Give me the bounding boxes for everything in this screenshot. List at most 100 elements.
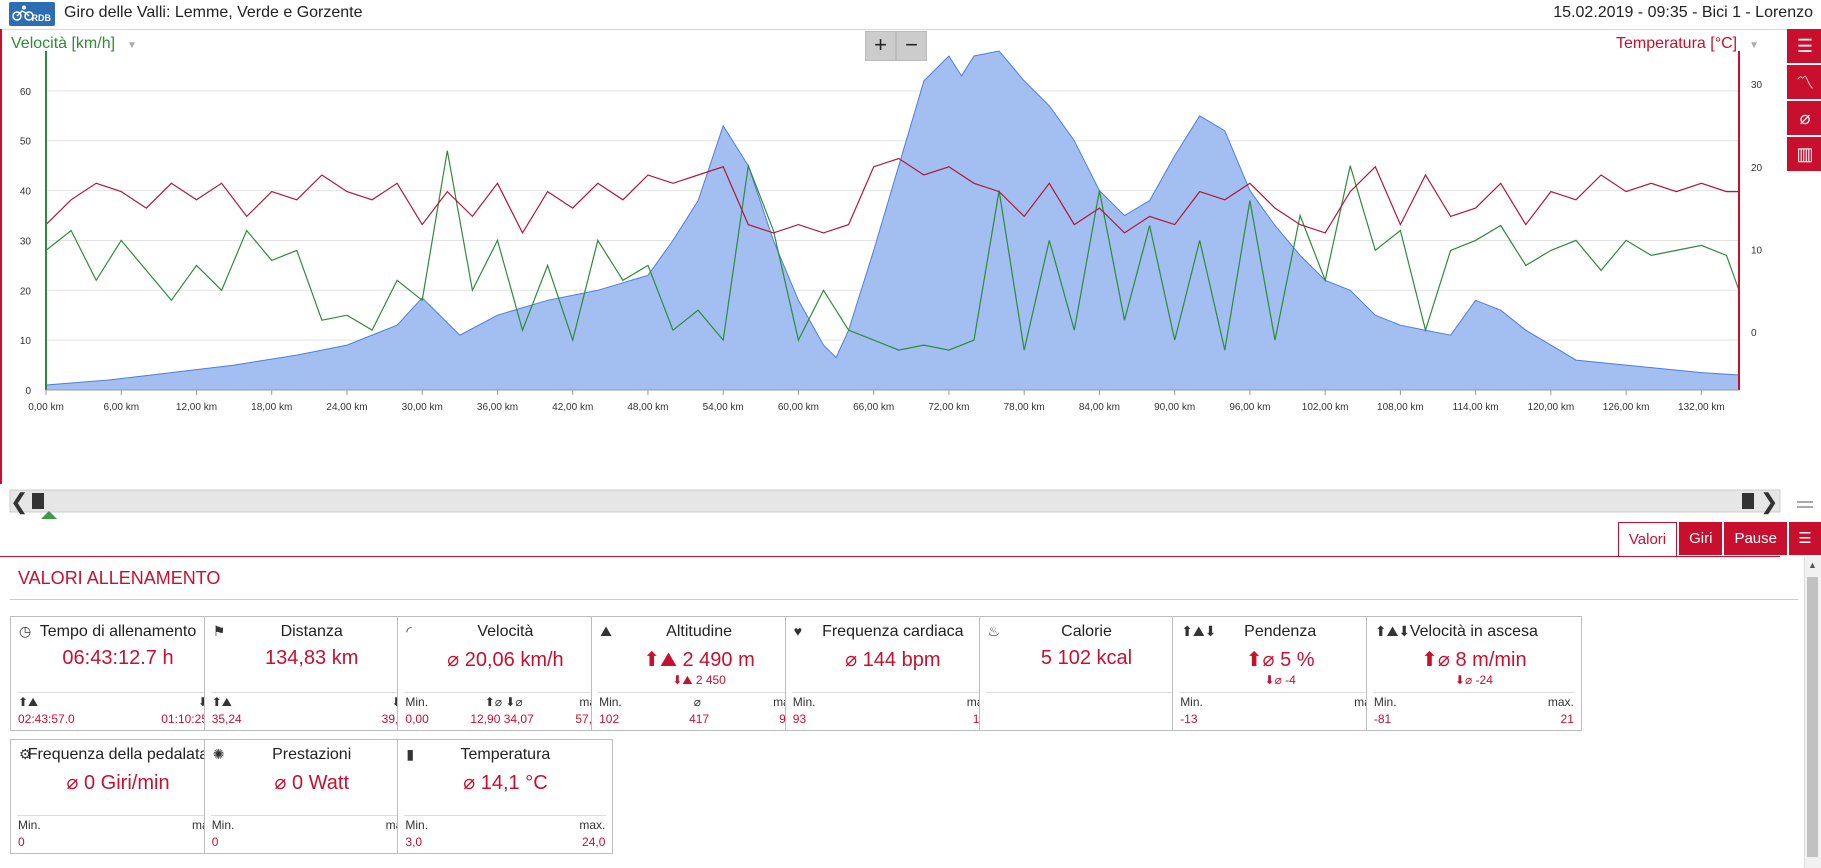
stat-value: -13 [1180, 712, 1198, 726]
climb-speed-icon: ⬆⛰⬇ [1374, 623, 1411, 639]
card-sub-value: ⬇⌀ -24 [1454, 673, 1493, 687]
stat-header: Min. [792, 695, 816, 709]
stat-header: ⬆⛰ [211, 695, 232, 709]
card-divider [598, 692, 801, 693]
card-title: Frequenza cardiaca [822, 623, 964, 640]
right-axis-label: Temperatura [°C] [1615, 35, 1738, 52]
title-bar: RDB Giro delle Valli: Lemme, Verde e Gor… [0, 0, 1821, 30]
x-tick-label: 30,00 km [402, 402, 443, 413]
card-value: 06:43:12.7 h [62, 647, 174, 669]
stat-card-frequenza-cardiaca[interactable]: ♥ Frequenza cardiaca ⌀ 144 bpm Min.max. 9317… [784, 616, 1001, 731]
card-stat-headers: Min.max. [1374, 695, 1574, 709]
tab-giri[interactable]: Giri [1679, 522, 1723, 555]
card-title: Pendenza [1244, 623, 1317, 640]
vertical-scrollbar[interactable]: ▲ [1804, 557, 1821, 868]
card-value: ⬆⌀ 5 % [1245, 649, 1315, 671]
stat-value: 3,0 [405, 835, 423, 849]
bar-chart-icon[interactable]: ▥ [1787, 137, 1821, 171]
range-start-handle[interactable] [32, 493, 44, 509]
card-divider [210, 815, 413, 816]
list-icon[interactable]: ☰ [1787, 29, 1821, 63]
stat-card-prestazioni[interactable]: ✺ Prestazioni ⌀ 0 Watt Min.max. 00 [203, 739, 420, 854]
card-stat-values: -1315 [1180, 712, 1380, 726]
right-tick-label: 10 [1751, 245, 1763, 256]
x-tick-label: 48,00 km [627, 402, 668, 413]
line-chart-icon[interactable]: 〽 [1787, 65, 1821, 99]
card-stat-headers: ⬆⛰⬇⛰ [212, 695, 412, 710]
x-tick-label: 120,00 km [1528, 402, 1575, 413]
average-icon[interactable]: ⌀ [1787, 101, 1821, 135]
card-value: ⌀ 0 Giri/min [66, 772, 170, 794]
card-stat-headers: Min.max. [1180, 695, 1380, 709]
left-tick-label: 30 [20, 236, 32, 247]
section-title: VALORI ALLENAMENTO [18, 568, 221, 588]
x-tick-label: 12,00 km [176, 402, 217, 413]
menu-list-icon[interactable]: ☰ [1789, 522, 1821, 555]
training-chart[interactable]: 0 10 20 30 40 50 60 0 10 20 30 0,00 km 6,00 km 12,00 … [2, 29, 1782, 484]
stat-value: 02:43:57.0 [18, 712, 75, 726]
stat-card-pendenza[interactable]: ⬆⛰⬇ Pendenza ⬆⌀ 5 % ⬇⌀ -4 Min.max. -1315 [1172, 616, 1389, 731]
x-tick-label: 114,00 km [1453, 402, 1499, 413]
card-stat-headers: Min.max. [793, 695, 993, 709]
card-title: Frequenza della pedalata [27, 746, 209, 763]
left-axis-selector[interactable]: Velocità [km/h] ▼ [11, 35, 137, 53]
card-title: Velocità in ascesa [1409, 623, 1538, 640]
range-end-handle[interactable] [1742, 493, 1754, 509]
x-tick-label: 18,00 km [251, 402, 292, 413]
card-stat-headers: Min.max. [212, 818, 412, 832]
scroll-up-icon[interactable]: ▲ [1808, 560, 1817, 570]
x-tick-label: 90,00 km [1154, 402, 1195, 413]
card-sub-value: ⬇⌀ -4 [1264, 673, 1296, 687]
card-title: Velocità [477, 623, 534, 640]
x-tick-label: 42,00 km [552, 402, 593, 413]
x-tick-label: 24,00 km [326, 402, 367, 413]
zoom-out-button[interactable]: − [896, 31, 927, 61]
stat-card-calorie[interactable]: ♨ Calorie 5 102 kcal [978, 616, 1195, 731]
zoom-in-button[interactable]: + [865, 31, 896, 61]
series-line-speed [45, 150, 1740, 351]
cadence-icon: ⚙ [19, 746, 32, 762]
speedometer-icon: ◜ [406, 623, 412, 639]
card-divider [1372, 692, 1575, 693]
left-tick-label: 60 [20, 87, 32, 98]
series-area-altitude [45, 50, 1740, 391]
stat-value: 12,90 34,07 [470, 712, 534, 726]
left-tick-label: 40 [20, 187, 32, 198]
scrollbar-thumb[interactable] [1807, 577, 1818, 857]
right-tick-label: 30 [1751, 80, 1763, 91]
tab-valori[interactable]: Valori [1617, 522, 1678, 557]
x-tick-label: 6,00 km [103, 402, 139, 413]
card-divider [210, 692, 413, 693]
stat-value: 35,24 [211, 712, 242, 726]
right-axis-selector[interactable]: Temperatura [°C] ▼ [1616, 35, 1759, 53]
stat-card-altitudine[interactable]: ⛰Altitudine⬆⛰ 2 490 m⬇⛰ 2 450Min.⌀max.10… [591, 616, 808, 731]
heart-icon: ♥ [793, 623, 803, 639]
chart-scroller[interactable]: ❮ ❯ [0, 485, 1821, 519]
stat-card-tempo-di-allenamento[interactable]: ◷ Tempo di allenamento 06:43:12.7 h ⬆⛰⬇⛰ 02:… [10, 616, 226, 731]
chart-side-toolbar: ☰ 〽 ⌀ ▥ [1787, 29, 1821, 173]
drag-handle-icon[interactable] [1797, 501, 1813, 503]
clock-icon: ◷ [19, 623, 32, 639]
power-icon: ✺ [212, 746, 225, 762]
scroll-left-icon[interactable]: ❮ [10, 489, 28, 515]
stat-value: 102 [599, 712, 620, 726]
card-value: ⬆⌀ 8 m/min [1421, 649, 1527, 671]
stat-card-distanza[interactable]: ⚑ Distanza 134,83 km ⬆⛰⬇⛰ 35,2439,99 [203, 616, 420, 731]
tab-pause[interactable]: Pause [1724, 522, 1787, 555]
x-tick-label: 108,00 km [1377, 402, 1424, 413]
stat-header: Min. [405, 695, 429, 709]
card-stat-headers: Min.max. [18, 818, 218, 832]
stat-card-velocit-in-ascesa[interactable]: ⬆⛰⬇ Velocità in ascesa ⬆⌀ 8 m/min ⬇⌀ -24 Min… [1365, 616, 1582, 731]
tab-divider [0, 556, 1780, 557]
scroll-right-icon[interactable]: ❯ [1760, 489, 1778, 515]
stat-card-temperatura[interactable]: ▮ Temperatura ⌀ 14,1 °C Min. max. 3,0 24,0 [397, 739, 614, 854]
card-title: Distanza [280, 623, 343, 640]
signpost-icon: ⚑ [212, 623, 226, 639]
series-line-temperature [45, 157, 1739, 235]
stat-value: 417 [689, 712, 710, 726]
card-divider [404, 815, 607, 816]
position-marker-icon[interactable] [41, 511, 57, 519]
stat-card-frequenza-della-pedalata[interactable]: ⚙ Frequenza della pedalata ⌀ 0 Giri/min Min… [10, 739, 226, 854]
